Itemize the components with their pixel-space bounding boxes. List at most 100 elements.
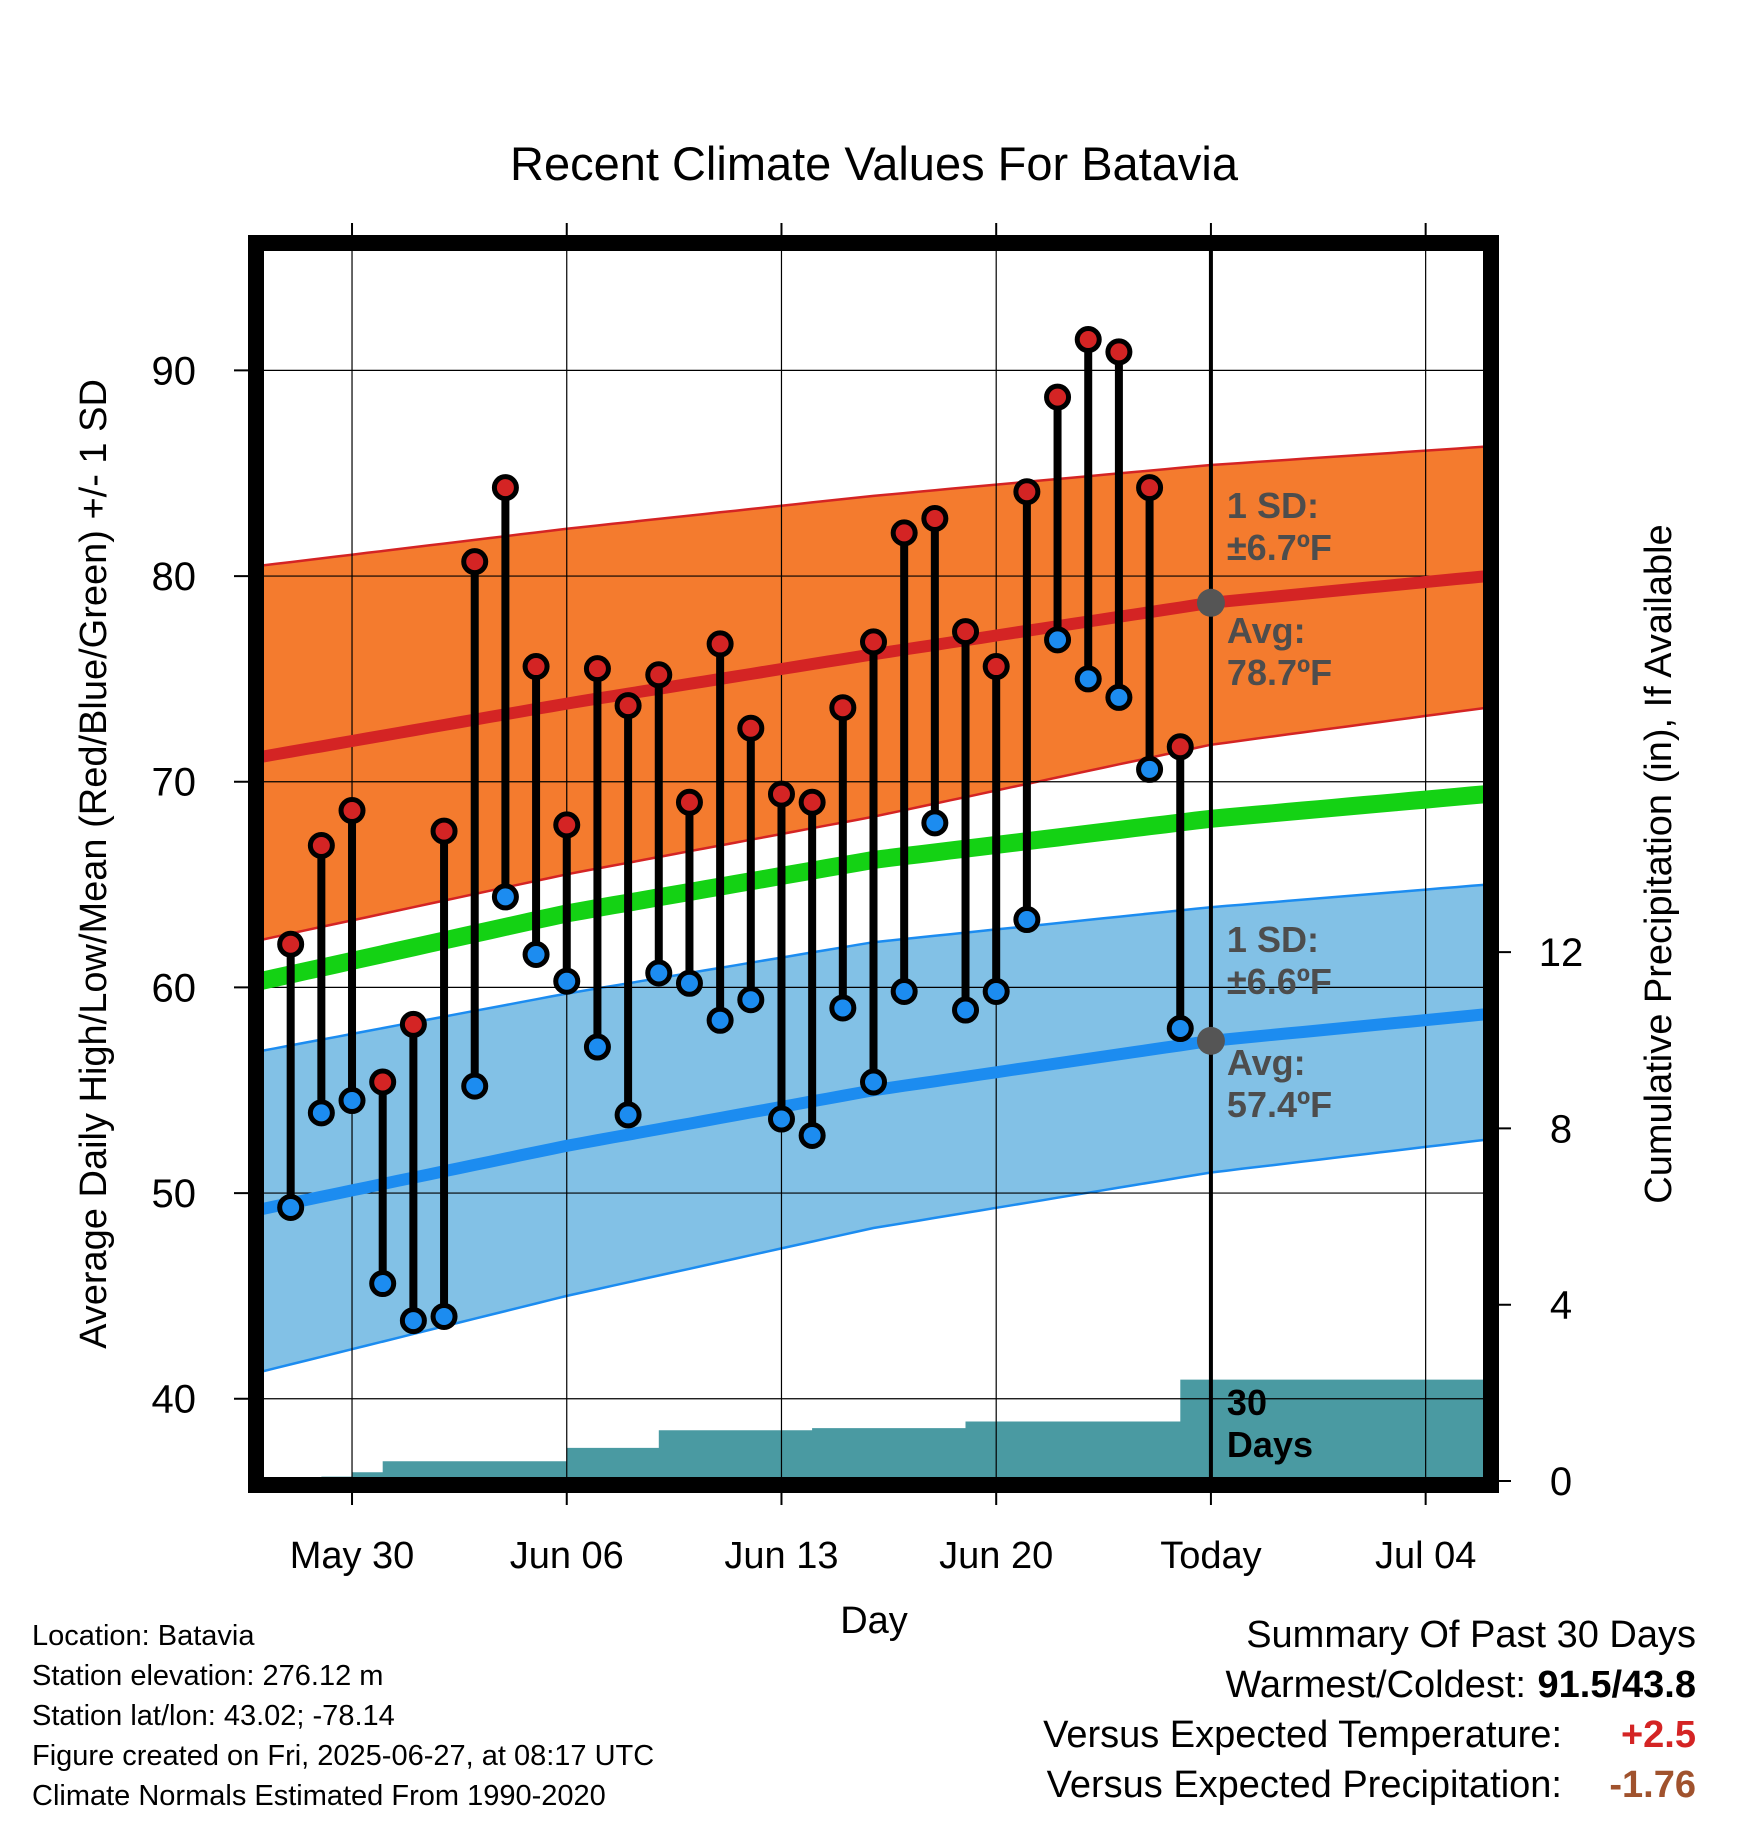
daily-high-point xyxy=(798,788,826,816)
daily-low-point xyxy=(399,1307,427,1335)
daily-low-point xyxy=(583,1033,611,1061)
footer-elevation: Station elevation: 276.12 m xyxy=(32,1660,384,1692)
daily-low-point xyxy=(675,969,703,997)
daily-low-point xyxy=(1044,626,1072,654)
y-tick-label: 90 xyxy=(152,349,197,393)
daily-low-point xyxy=(890,978,918,1006)
low-sd-label-2: ±6.6ºF xyxy=(1227,961,1332,1002)
daily-high-point xyxy=(767,780,795,808)
daily-low-point xyxy=(307,1099,335,1127)
daily-low-point xyxy=(829,994,857,1022)
high-avg-label-1: Avg: xyxy=(1227,610,1306,651)
daily-high-point xyxy=(277,930,305,958)
daily-low-point xyxy=(767,1105,795,1133)
daily-high-point xyxy=(1044,383,1072,411)
high-sd-label-2: ±6.7ºF xyxy=(1227,527,1332,568)
plot-frame xyxy=(248,235,1499,1493)
low-avg-label-2: 57.4ºF xyxy=(1227,1084,1332,1125)
daily-high-point xyxy=(1105,338,1133,366)
y-tick-label: 80 xyxy=(152,555,197,599)
daily-low-point xyxy=(1074,665,1102,693)
x-tick-label: Jun 06 xyxy=(510,1535,624,1577)
daily-high-point xyxy=(890,519,918,547)
daily-low-point xyxy=(982,978,1010,1006)
daily-high-point xyxy=(829,694,857,722)
daily-low-point xyxy=(706,1006,734,1034)
daily-low-point xyxy=(952,996,980,1024)
daily-high-point xyxy=(921,504,949,532)
low-sd-band-lower-edge xyxy=(260,1138,1487,1374)
footer-created: Figure created on Fri, 2025-06-27, at 08… xyxy=(32,1740,655,1772)
x-axis-label: Day xyxy=(840,1600,908,1642)
daily-low-point xyxy=(522,940,550,968)
daily-low-point xyxy=(737,986,765,1014)
today-low-avg-marker xyxy=(1196,1026,1225,1055)
x-tick-label: Jul 04 xyxy=(1375,1535,1476,1577)
daily-high-point xyxy=(1166,733,1194,761)
y-tick-label: 50 xyxy=(152,1172,197,1216)
y2-tick-label: 0 xyxy=(1550,1460,1572,1504)
daily-high-point xyxy=(1013,478,1041,506)
daily-low-point xyxy=(461,1072,489,1100)
summary-temp-value: +2.5 xyxy=(1620,1714,1696,1756)
daily-low-point xyxy=(1013,906,1041,934)
footer-latlon: Station lat/lon: 43.02; -78.14 xyxy=(32,1700,395,1732)
high-sd-label-1: 1 SD: xyxy=(1227,485,1319,526)
daily-high-point xyxy=(737,714,765,742)
summary-precip-label: Versus Expected Precipitation: xyxy=(1046,1764,1562,1806)
daily-high-point xyxy=(307,831,335,859)
y-tick-label: 60 xyxy=(152,966,197,1010)
y-tick-label: 70 xyxy=(152,761,197,805)
daily-high-point xyxy=(553,811,581,839)
summary-precip-value: -1.76 xyxy=(1609,1764,1696,1806)
daily-high-point xyxy=(645,661,673,689)
x-tick-label: Today xyxy=(1160,1535,1261,1577)
chart-title: Recent Climate Values For Batavia xyxy=(510,137,1239,190)
daily-high-point xyxy=(952,618,980,646)
high-avg-label-2: 78.7ºF xyxy=(1227,652,1332,693)
x-tick-label: May 30 xyxy=(290,1535,415,1577)
high-sd-band-upper-edge xyxy=(260,445,1487,568)
y2-tick-label: 12 xyxy=(1539,931,1584,975)
summary-title: Summary Of Past 30 Days xyxy=(1246,1614,1696,1656)
daily-high-point xyxy=(675,788,703,816)
daily-low-point xyxy=(860,1068,887,1096)
daily-high-point xyxy=(982,653,1010,681)
daily-high-point xyxy=(522,653,550,681)
daily-high-point xyxy=(1136,474,1164,502)
daily-high-point xyxy=(399,1010,427,1038)
daily-low-point xyxy=(614,1101,642,1129)
y2-axis-label: Cumulative Precipitation (in), If Availa… xyxy=(1638,524,1680,1203)
y2-tick-label: 8 xyxy=(1550,1107,1572,1151)
x-tick-label: Jun 13 xyxy=(724,1535,838,1577)
daily-high-point xyxy=(369,1068,397,1096)
daily-high-point xyxy=(860,628,887,656)
daily-high-point xyxy=(706,630,734,658)
daily-high-point xyxy=(461,548,489,576)
daily-high-point xyxy=(614,692,642,720)
daily-low-point xyxy=(1166,1015,1194,1043)
daily-high-point xyxy=(430,817,458,845)
summary-warmest-value: 91.5/43.8 xyxy=(1537,1664,1696,1706)
x-tick-label: Jun 20 xyxy=(939,1535,1053,1577)
daily-low-point xyxy=(491,883,519,911)
footer-location: Location: Batavia xyxy=(32,1620,255,1652)
daily-low-point xyxy=(553,967,581,995)
summary-warmest-label: Warmest/Coldest: xyxy=(1225,1664,1526,1706)
today-high-avg-marker xyxy=(1196,588,1225,617)
summary-temp-label: Versus Expected Temperature: xyxy=(1043,1714,1562,1756)
low-avg-label-1: Avg: xyxy=(1227,1042,1306,1083)
daily-low-point xyxy=(798,1121,826,1149)
daily-low-point xyxy=(1105,683,1133,711)
daily-low-point xyxy=(430,1302,458,1330)
daily-low-point xyxy=(1136,755,1164,783)
daily-high-point xyxy=(491,474,519,502)
daily-low-point xyxy=(277,1193,305,1221)
daily-high-point xyxy=(1074,326,1102,354)
daily-high-point xyxy=(583,655,611,683)
daily-low-point xyxy=(338,1087,366,1115)
y2-tick-label: 4 xyxy=(1550,1284,1572,1328)
